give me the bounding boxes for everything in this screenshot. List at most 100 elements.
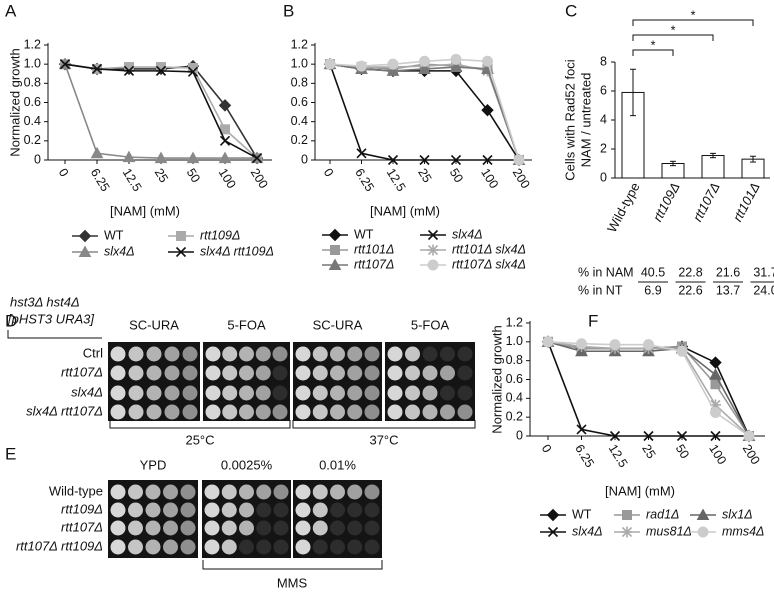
colony-spot — [272, 365, 288, 381]
marker-stroke — [91, 63, 103, 75]
y-tick-label: 0.4 — [24, 114, 41, 128]
marker-stroke — [419, 154, 430, 166]
x-tick-label: 50 — [673, 442, 692, 461]
marker — [710, 406, 721, 418]
colony-spot — [347, 539, 363, 555]
table-row-label: % in NT — [578, 283, 623, 297]
colony-spot — [295, 520, 311, 536]
header-bracket — [7, 330, 102, 339]
colony-spot — [440, 346, 455, 362]
colony-spot — [387, 385, 403, 401]
legend-label: mms4Δ — [722, 524, 764, 538]
colony-spot — [164, 365, 180, 381]
x-tick-label: Wild-type — [604, 180, 643, 235]
column-label: 0.0025% — [221, 457, 273, 472]
colony-spot — [164, 346, 180, 362]
x-tick-label: 100 — [216, 166, 239, 191]
row-label: rtt107Δ — [61, 364, 103, 379]
colony-spot — [364, 520, 380, 536]
marker — [218, 99, 232, 112]
y-tick-label: 0 — [34, 152, 41, 166]
colony-spot — [128, 404, 144, 420]
colony-spot — [222, 404, 238, 420]
y-tick-label: 0.6 — [506, 372, 523, 386]
colony-spot — [347, 346, 363, 362]
marker — [676, 345, 688, 357]
legend-label: rtt107Δ — [354, 257, 394, 271]
y-axis-label: Normalized growth — [7, 48, 22, 156]
marker — [387, 154, 399, 166]
colony-spot — [387, 404, 403, 420]
x-tick-label: rtt107Δ — [690, 180, 723, 224]
colony-spot — [163, 520, 178, 536]
strain-header: hst3Δ hst4Δ — [10, 294, 80, 309]
marker-stroke — [676, 430, 688, 442]
colony-spot — [364, 502, 380, 518]
table-cell: 22.6 — [678, 283, 702, 297]
colony-spot — [440, 385, 455, 401]
column-label: SC-URA — [129, 317, 179, 332]
marker — [547, 526, 559, 538]
colony-spot — [422, 404, 438, 420]
x-tick-label: 0 — [56, 166, 72, 179]
colony-spot — [422, 385, 438, 401]
panel-letter: C — [565, 1, 577, 20]
marker — [427, 259, 439, 271]
x-tick-label: 0 — [321, 166, 337, 179]
colony-spot — [422, 346, 438, 362]
colony-spot — [295, 365, 311, 381]
marker-stroke — [187, 66, 199, 77]
row-label: Wild-type — [49, 483, 103, 498]
table-cell: 6.9 — [644, 283, 661, 297]
x-axis-label: [NAM] (mM) — [370, 203, 440, 218]
colony-spot — [347, 520, 363, 536]
marker — [621, 526, 633, 538]
marker — [90, 146, 104, 159]
colony-spot — [457, 385, 473, 401]
y-tick-label: 0.8 — [24, 76, 41, 90]
group-label: MMS — [277, 575, 308, 590]
marker — [622, 510, 632, 520]
colony-spot — [312, 484, 328, 500]
y-tick-label: 4 — [600, 112, 607, 126]
colony-spot — [221, 520, 237, 536]
colony-spot — [204, 502, 220, 518]
row-label: rtt107Δ rtt109Δ — [16, 538, 103, 553]
column-label: SC-URA — [313, 317, 363, 332]
colony-spot — [255, 365, 271, 381]
colony-spot — [256, 520, 272, 536]
colony-spot — [180, 484, 196, 500]
marker — [324, 58, 336, 70]
group-label: 25°C — [185, 432, 214, 447]
colony-spot — [330, 520, 345, 536]
legend-label: slx1Δ — [722, 507, 753, 521]
marker — [218, 151, 232, 164]
colony-spot — [110, 520, 126, 536]
colony-spot — [312, 365, 328, 381]
colony-spot — [180, 502, 196, 518]
marker — [154, 151, 168, 164]
colony-spot — [239, 502, 254, 518]
colony-spot — [330, 365, 345, 381]
x-tick-label: rtt109Δ — [650, 180, 683, 224]
marker-stroke — [643, 430, 654, 442]
colony-spot — [330, 404, 345, 420]
x-tick-label: 12.5 — [120, 166, 145, 194]
marker — [419, 55, 430, 67]
marker-stroke — [155, 65, 167, 76]
colony-spot — [347, 365, 363, 381]
colony-spot — [182, 365, 198, 381]
legend-label: WT — [104, 228, 124, 242]
colony-spot — [347, 502, 363, 518]
panel-letter: B — [283, 1, 294, 20]
y-tick-label: 1.0 — [506, 334, 523, 348]
column-label: 0.01% — [319, 457, 356, 472]
marker — [328, 228, 342, 242]
marker — [576, 424, 587, 435]
bar — [701, 155, 725, 179]
legend-label: rad1Δ — [646, 507, 679, 521]
colony-spot — [295, 346, 311, 362]
marker — [78, 245, 92, 257]
marker — [356, 148, 367, 159]
significance-label: * — [651, 38, 656, 52]
